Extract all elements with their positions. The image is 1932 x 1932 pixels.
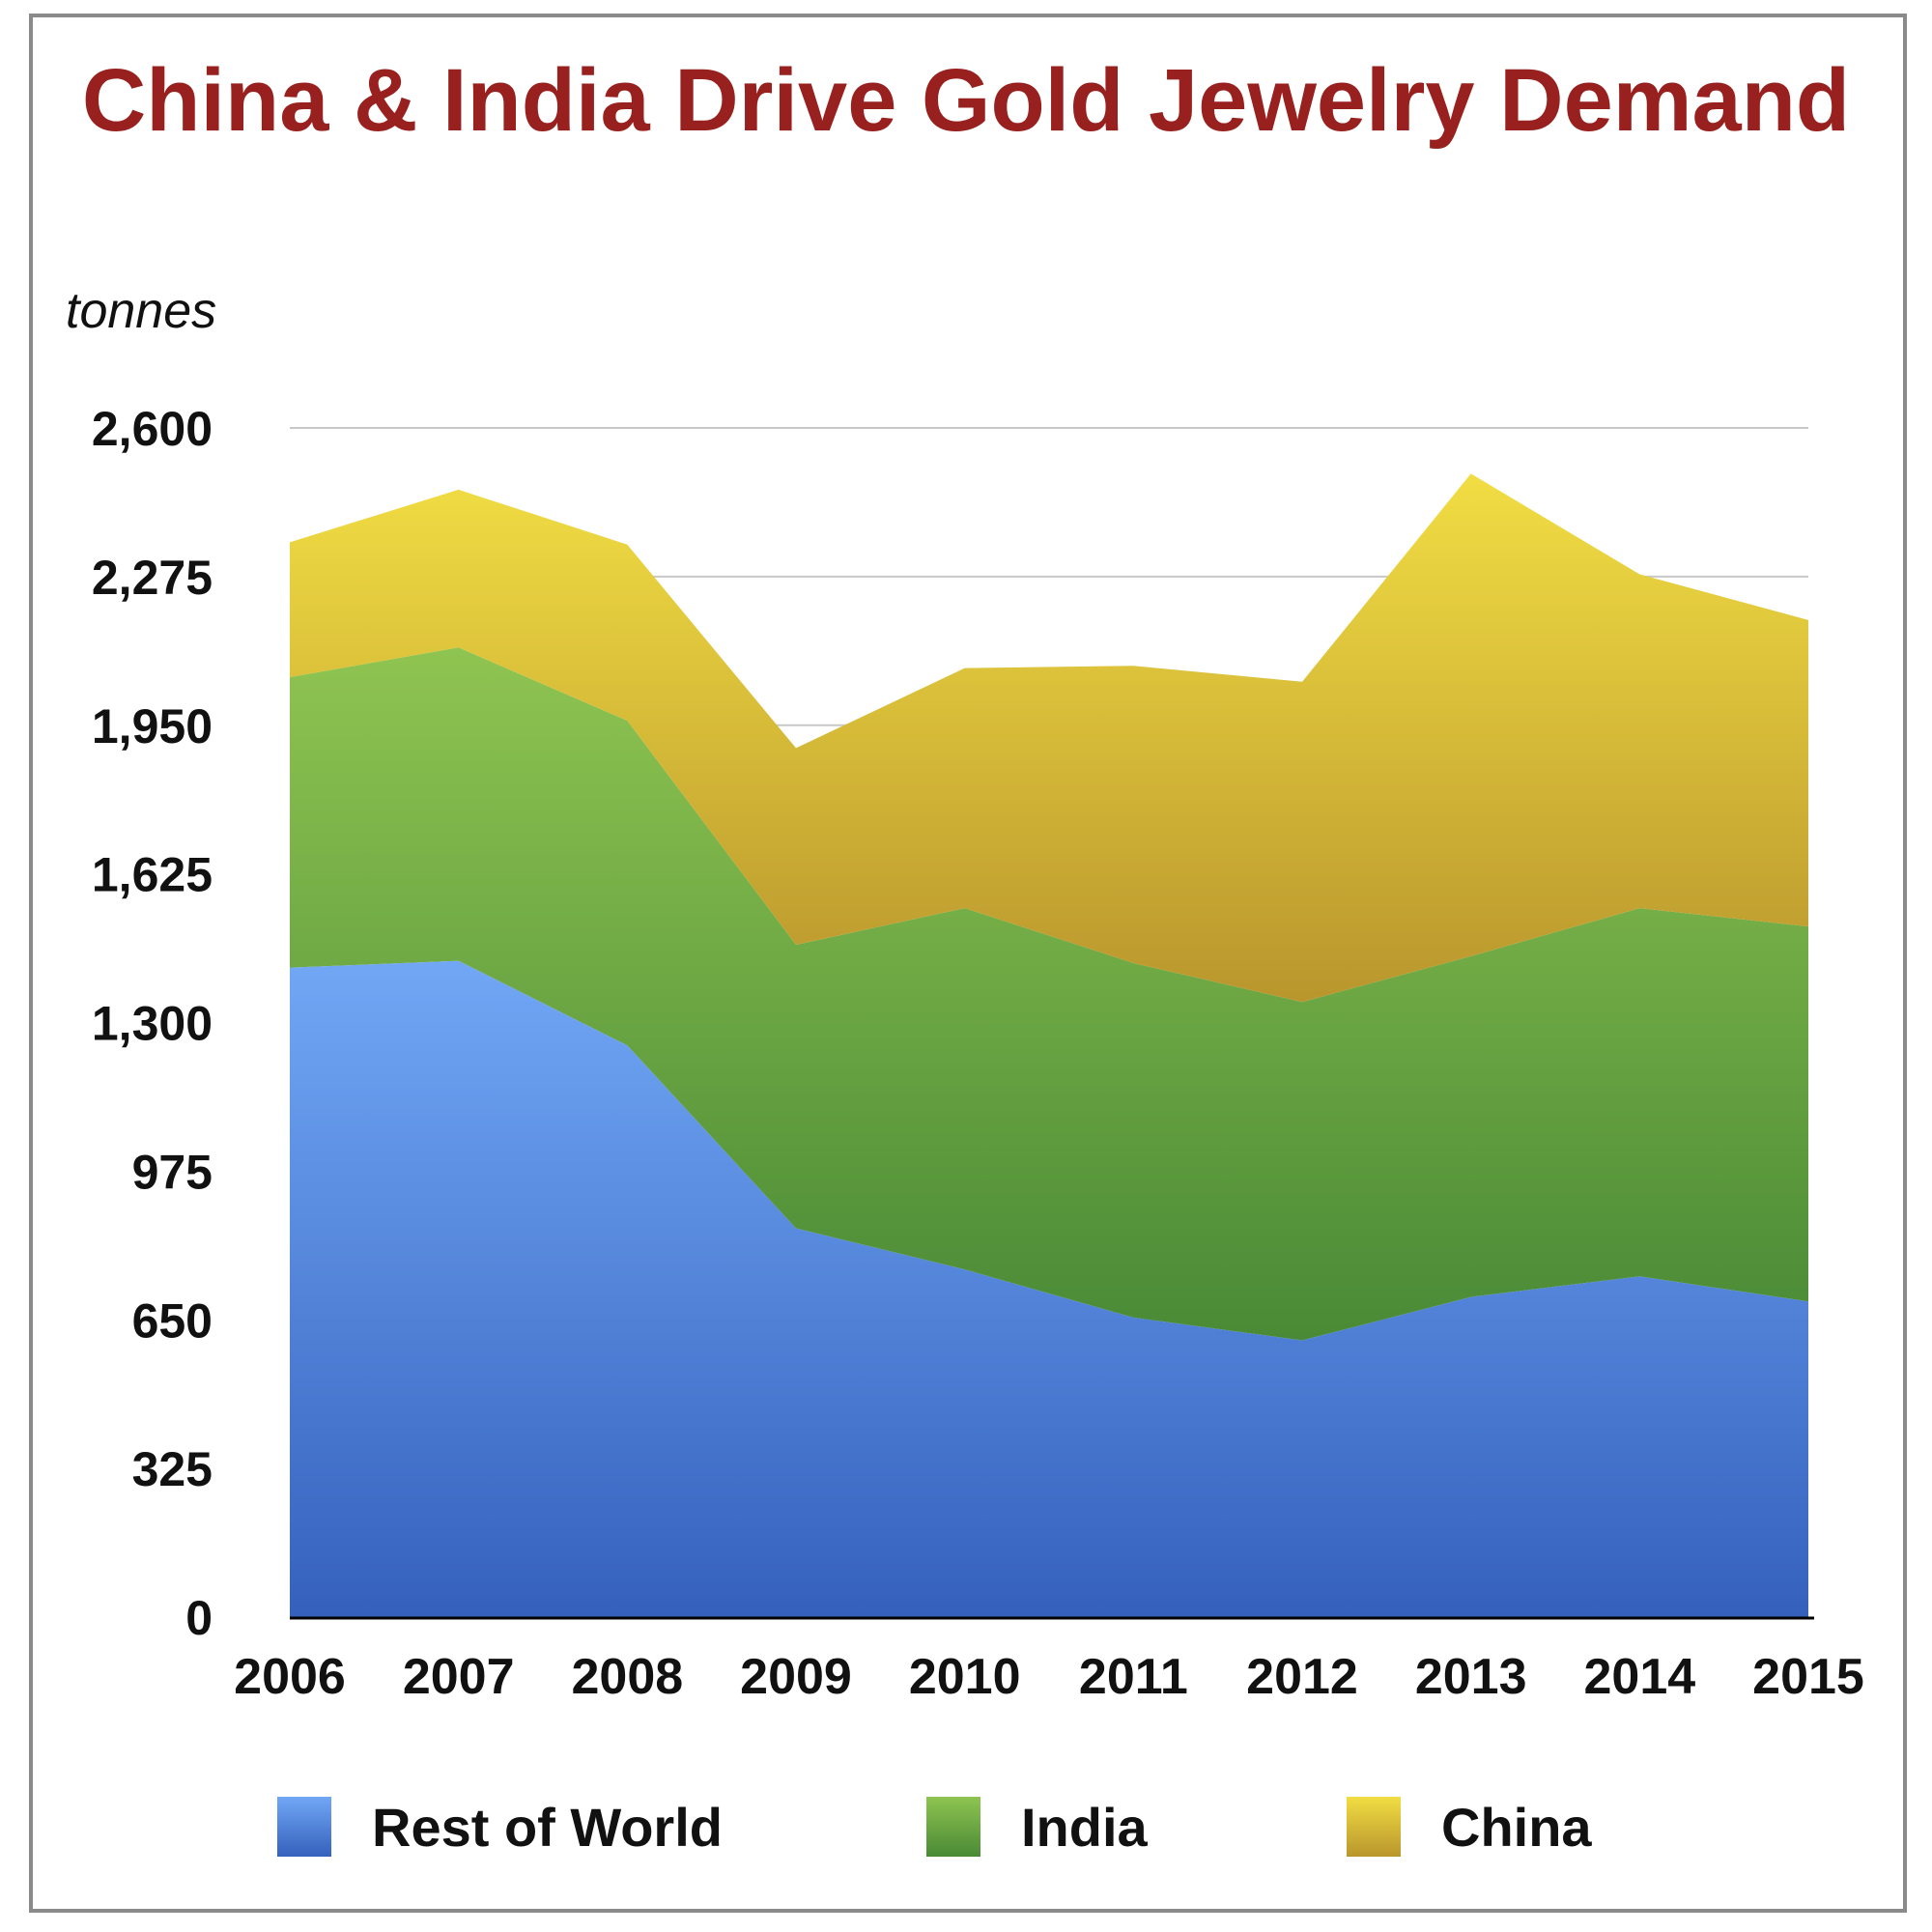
- y-tick-label: 975: [132, 1145, 213, 1199]
- x-tick-label: 2013: [1415, 1649, 1527, 1705]
- y-tick-label: 0: [185, 1591, 213, 1645]
- legend-label-rest-of-world: Rest of World: [372, 1796, 723, 1858]
- x-tick-label: 2012: [1246, 1649, 1358, 1705]
- y-tick-label: 1,950: [92, 699, 213, 753]
- y-tick-label: 650: [132, 1293, 213, 1348]
- legend-item-china: China: [1347, 1795, 1592, 1859]
- x-tick-label: 2009: [740, 1649, 852, 1705]
- x-tick-label: 2010: [909, 1649, 1021, 1705]
- area-series-china: [290, 473, 1808, 1003]
- y-tick-label: 325: [132, 1442, 213, 1496]
- x-tick-label: 2008: [571, 1649, 683, 1705]
- legend-swatch-india: [926, 1797, 980, 1857]
- legend-item-rest-of-world: Rest of World: [277, 1795, 723, 1859]
- y-axis-unit-label: tonnes: [66, 283, 217, 339]
- legend-item-india: India: [926, 1795, 1148, 1859]
- y-tick-label: 2,275: [92, 551, 213, 605]
- x-tick-label: 2006: [234, 1649, 346, 1705]
- area-series-rest-of-world: [290, 960, 1808, 1617]
- area-series-india: [290, 647, 1808, 1341]
- legend-label-india: India: [1021, 1796, 1148, 1858]
- x-tick-label: 2015: [1752, 1649, 1864, 1705]
- y-tick-label: 1,300: [92, 997, 213, 1051]
- y-tick-label: 1,625: [92, 848, 213, 902]
- x-tick-label: 2007: [403, 1649, 515, 1705]
- y-tick-label: 2,600: [92, 402, 213, 456]
- legend-label-china: China: [1441, 1796, 1592, 1858]
- legend-swatch-china: [1347, 1797, 1401, 1857]
- legend-swatch-rest-of-world: [277, 1797, 331, 1857]
- chart-title: China & India Drive Gold Jewelry Demand: [81, 51, 1851, 150]
- x-tick-label: 2011: [1079, 1649, 1188, 1705]
- x-tick-label: 2014: [1583, 1649, 1695, 1705]
